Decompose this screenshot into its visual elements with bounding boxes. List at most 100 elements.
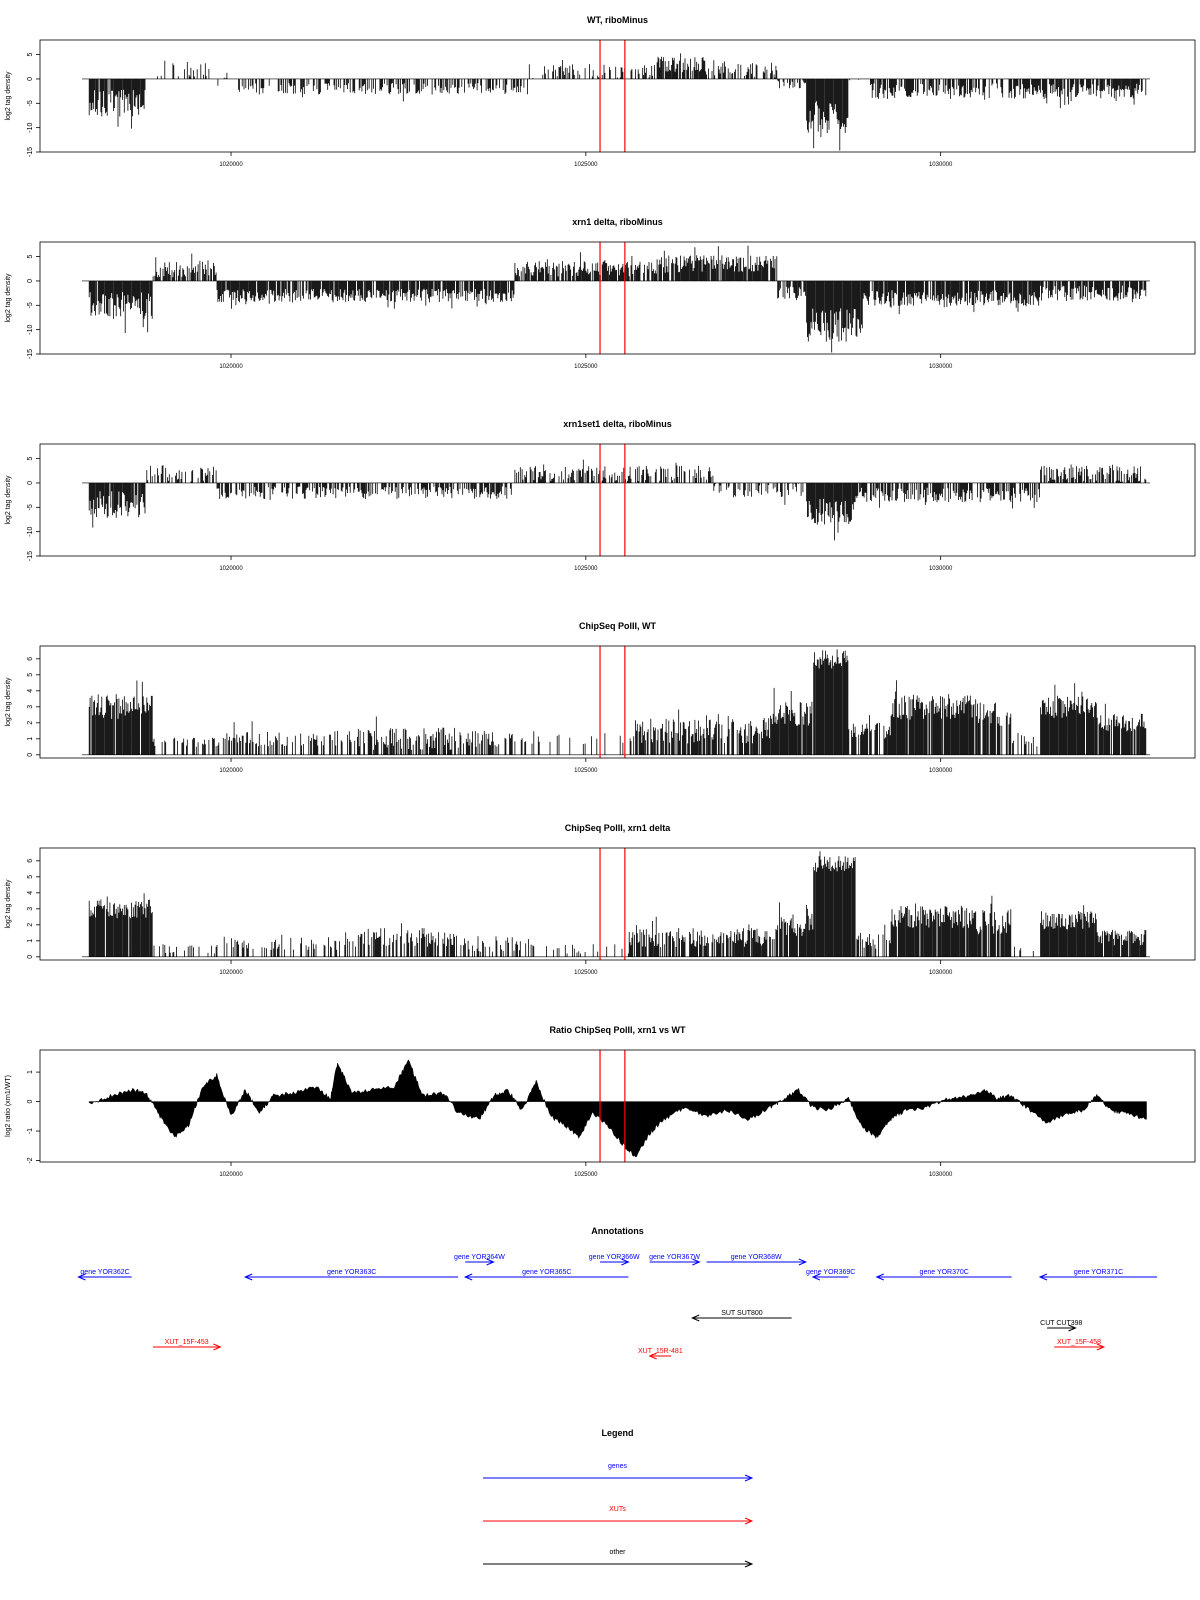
y-tick-label: 6: [27, 657, 34, 661]
y-tick-label: 0: [27, 77, 34, 81]
feature-label: gene YOR368W: [731, 1254, 782, 1261]
feature-label: gene YOR362C: [80, 1269, 129, 1276]
y-tick-label: 1: [27, 737, 34, 741]
y-tick-label: 2: [27, 923, 34, 927]
track-panel: Ratio ChipSeq PolII, xrn1 vs WT log2 rati…: [5, 1025, 1196, 1178]
x-tick-label: 1030000: [929, 1172, 953, 1178]
panel-title: ChipSeq PolII, xrn1 delta: [565, 823, 672, 833]
y-tick-label: 0: [27, 279, 34, 283]
y-tick-label: 0: [27, 1100, 34, 1104]
y-tick-label: 1: [27, 1070, 34, 1074]
feature-label: CUT CUT398: [1040, 1320, 1082, 1327]
annotations-panel: Annotations gene YOR362C gene YOR363C gene …: [77, 1226, 1158, 1360]
feature-label: gene YOR363C: [327, 1269, 376, 1276]
x-tick-label: 1020000: [219, 162, 243, 168]
legend-arrow-head: [744, 1474, 754, 1482]
y-tick-label: -15: [27, 551, 34, 561]
panel-title: Ratio ChipSeq PolII, xrn1 vs WT: [549, 1025, 686, 1035]
y-axis-label: log2 tag density: [5, 677, 12, 727]
y-tick-label: 4: [27, 891, 34, 895]
y-tick-label: 5: [27, 457, 34, 461]
track-panel: ChipSeq PolII, xrn1 delta log2 tag densit…: [5, 823, 1196, 976]
x-tick-label: 1020000: [219, 768, 243, 774]
legend-label: other: [610, 1549, 627, 1556]
y-axis-label: log2 tag density: [5, 475, 12, 525]
feature-arrow-head: [621, 1258, 630, 1266]
y-tick-label: 5: [27, 673, 34, 677]
plot-frame: [39, 645, 1196, 759]
track-panel: ChipSeq PolII, WT log2 tag density 0 1 2 3 4 5 6…: [5, 621, 1196, 774]
legend-arrow-head: [744, 1560, 754, 1568]
y-tick-label: -15: [27, 147, 34, 157]
y-tick-label: -10: [27, 122, 34, 132]
x-tick-label: 1025000: [574, 364, 598, 370]
y-axis-label: log2 ratio (xrn1/WT): [5, 1075, 12, 1137]
signal-bars: [88, 459, 1147, 541]
x-tick-label: 1030000: [929, 768, 953, 774]
y-tick-label: -2: [27, 1157, 34, 1163]
feature-label: SUT SUT800: [721, 1310, 763, 1317]
feature-label: gene YOR366W: [589, 1254, 640, 1261]
plot-frame: [39, 847, 1196, 961]
feature-arrow-head: [692, 1258, 701, 1266]
y-tick-label: 0: [27, 481, 34, 485]
x-tick-label: 1020000: [219, 364, 243, 370]
feature-arrow-head: [875, 1273, 884, 1281]
x-tick-label: 1030000: [929, 970, 953, 976]
legend-arrow-head: [744, 1517, 754, 1525]
y-axis-label: log2 tag density: [5, 273, 12, 323]
feature-arrow-head: [1068, 1324, 1077, 1332]
signal-bars: [88, 53, 1147, 151]
legend-label: XUTs: [609, 1506, 626, 1513]
feature-arrow-head: [1096, 1343, 1106, 1351]
feature-arrow-head: [811, 1273, 821, 1281]
feature-arrow-head: [486, 1258, 495, 1266]
y-tick-label: -10: [27, 526, 34, 536]
feature-label: gene YOR369C: [806, 1269, 855, 1276]
y-tick-label: 3: [27, 705, 34, 709]
annotations-title: Annotations: [591, 1226, 644, 1236]
legend-title: Legend: [601, 1428, 633, 1438]
plot-frame: [39, 1049, 1196, 1163]
x-tick-label: 1025000: [574, 162, 598, 168]
feature-arrow-head: [648, 1352, 657, 1360]
y-tick-label: -15: [27, 349, 34, 359]
ratio-area: [88, 1059, 1147, 1158]
signal-bars: [88, 245, 1147, 353]
y-tick-label: 3: [27, 907, 34, 911]
track-panel: xrn1 delta, riboMinus log2 tag density -15…: [5, 217, 1196, 370]
feature-label: gene YOR367W: [649, 1254, 700, 1261]
signal-bars: [88, 649, 1147, 755]
y-tick-label: 2: [27, 721, 34, 725]
feature-arrow-head: [213, 1343, 222, 1351]
x-tick-label: 1025000: [574, 970, 598, 976]
y-axis-label: log2 tag density: [5, 71, 12, 121]
y-tick-label: 5: [27, 53, 34, 57]
x-tick-label: 1030000: [929, 364, 953, 370]
track-panel: WT, riboMinus log2 tag density -15 -10 -5 0 5 1…: [5, 15, 1196, 168]
feature-label: XUT_15R-481: [638, 1348, 683, 1355]
y-tick-label: 6: [27, 859, 34, 863]
panel-title: xrn1set1 delta, riboMinus: [563, 419, 672, 429]
track-panel: xrn1set1 delta, riboMinus log2 tag densit…: [5, 419, 1196, 572]
y-tick-label: -5: [27, 302, 34, 308]
y-tick-label: 5: [27, 255, 34, 259]
y-axis-label: log2 tag density: [5, 879, 12, 929]
feature-arrow-head: [77, 1273, 86, 1281]
feature-label: gene YOR370C: [920, 1269, 969, 1276]
x-tick-label: 1025000: [574, 566, 598, 572]
feature-arrow-head: [243, 1273, 253, 1281]
plot-frame: [39, 443, 1196, 557]
panel-title: WT, riboMinus: [587, 15, 648, 25]
x-tick-label: 1030000: [929, 566, 953, 572]
y-tick-label: 0: [27, 753, 34, 757]
feature-arrow-head: [798, 1258, 808, 1266]
x-tick-label: 1020000: [219, 970, 243, 976]
y-tick-label: -10: [27, 324, 34, 334]
plot-frame: [39, 39, 1196, 153]
y-tick-label: 1: [27, 939, 34, 943]
feature-label: XUT_15F-453: [165, 1339, 209, 1346]
panel-title: ChipSeq PolII, WT: [579, 621, 656, 631]
x-tick-label: 1030000: [929, 162, 953, 168]
